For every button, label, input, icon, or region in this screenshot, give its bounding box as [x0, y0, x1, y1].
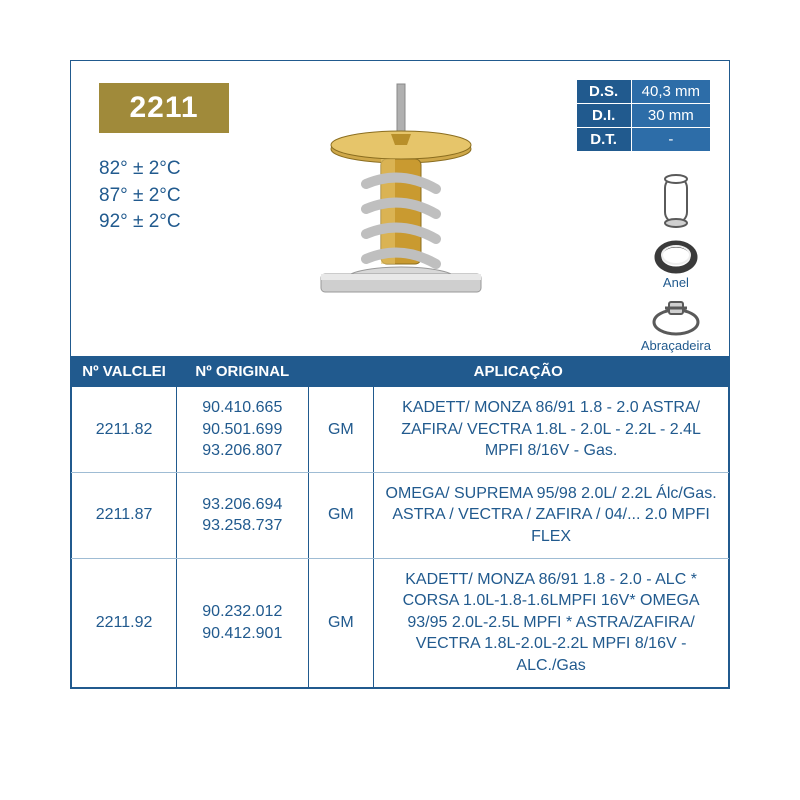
dimensions-table: D.S. 40,3 mm D.I. 30 mm D.T. - [576, 79, 711, 152]
dim-label: D.I. [576, 104, 631, 128]
cell-application: KADETT/ MONZA 86/91 1.8 - 2.0 - ALC * CO… [374, 558, 729, 687]
top-section: 2211 82° ± 2°C 87° ± 2°C 92° ± 2°C [71, 61, 729, 356]
cell-valclei: 2211.82 [72, 387, 177, 473]
temperature-list: 82° ± 2°C 87° ± 2°C 92° ± 2°C [99, 156, 181, 236]
accessory-label: Anel [663, 275, 689, 290]
part-number-badge: 2211 [99, 83, 229, 133]
dim-value: - [631, 128, 710, 152]
col-header-valclei: Nº VALCLEI [72, 357, 177, 387]
table-row: 2211.82 90.410.665 90.501.699 93.206.807… [72, 387, 729, 473]
table-row: D.I. 30 mm [576, 104, 710, 128]
accessory-label: Abraçadeira [641, 338, 711, 353]
table-row: D.T. - [576, 128, 710, 152]
table-row: 2211.92 90.232.012 90.412.901 GM KADETT/… [72, 558, 729, 687]
catalog-card: 2211 82° ± 2°C 87° ± 2°C 92° ± 2°C [70, 60, 730, 689]
ring-icon [653, 239, 699, 275]
tube-accessory [653, 171, 699, 231]
clamp-accessory: Abraçadeira [641, 298, 711, 353]
cell-original: 90.410.665 90.501.699 93.206.807 [177, 387, 308, 473]
tube-icon [653, 171, 699, 231]
cell-original: 93.206.694 93.258.737 [177, 472, 308, 558]
dim-value: 30 mm [631, 104, 710, 128]
dim-label: D.T. [576, 128, 631, 152]
temperature-value: 82° ± 2°C [99, 156, 181, 183]
ring-accessory: Anel [653, 239, 699, 290]
application-table: Nº VALCLEI Nº ORIGINAL APLICAÇÃO 2211.82… [71, 356, 729, 688]
part-number: 2211 [129, 91, 198, 125]
temperature-value: 92° ± 2°C [99, 209, 181, 236]
dim-label: D.S. [576, 80, 631, 104]
cell-application: OMEGA/ SUPREMA 95/98 2.0L/ 2.2L Álc/Gas.… [374, 472, 729, 558]
cell-application: KADETT/ MONZA 86/91 1.8 - 2.0 ASTRA/ ZAF… [374, 387, 729, 473]
table-header-row: Nº VALCLEI Nº ORIGINAL APLICAÇÃO [72, 357, 729, 387]
col-header-original: Nº ORIGINAL [177, 357, 308, 387]
cell-valclei: 2211.87 [72, 472, 177, 558]
table-row: 2211.87 93.206.694 93.258.737 GM OMEGA/ … [72, 472, 729, 558]
clamp-icon [647, 298, 705, 338]
cell-brand: GM [308, 558, 374, 687]
dim-value: 40,3 mm [631, 80, 710, 104]
temperature-value: 87° ± 2°C [99, 183, 181, 210]
cell-valclei: 2211.92 [72, 558, 177, 687]
table-row: D.S. 40,3 mm [576, 80, 710, 104]
cell-brand: GM [308, 472, 374, 558]
accessory-icons: Anel Abraçadeira [641, 171, 711, 353]
cell-brand: GM [308, 387, 374, 473]
col-header-application: APLICAÇÃO [308, 357, 729, 387]
cell-original: 90.232.012 90.412.901 [177, 558, 308, 687]
product-image [301, 79, 501, 344]
